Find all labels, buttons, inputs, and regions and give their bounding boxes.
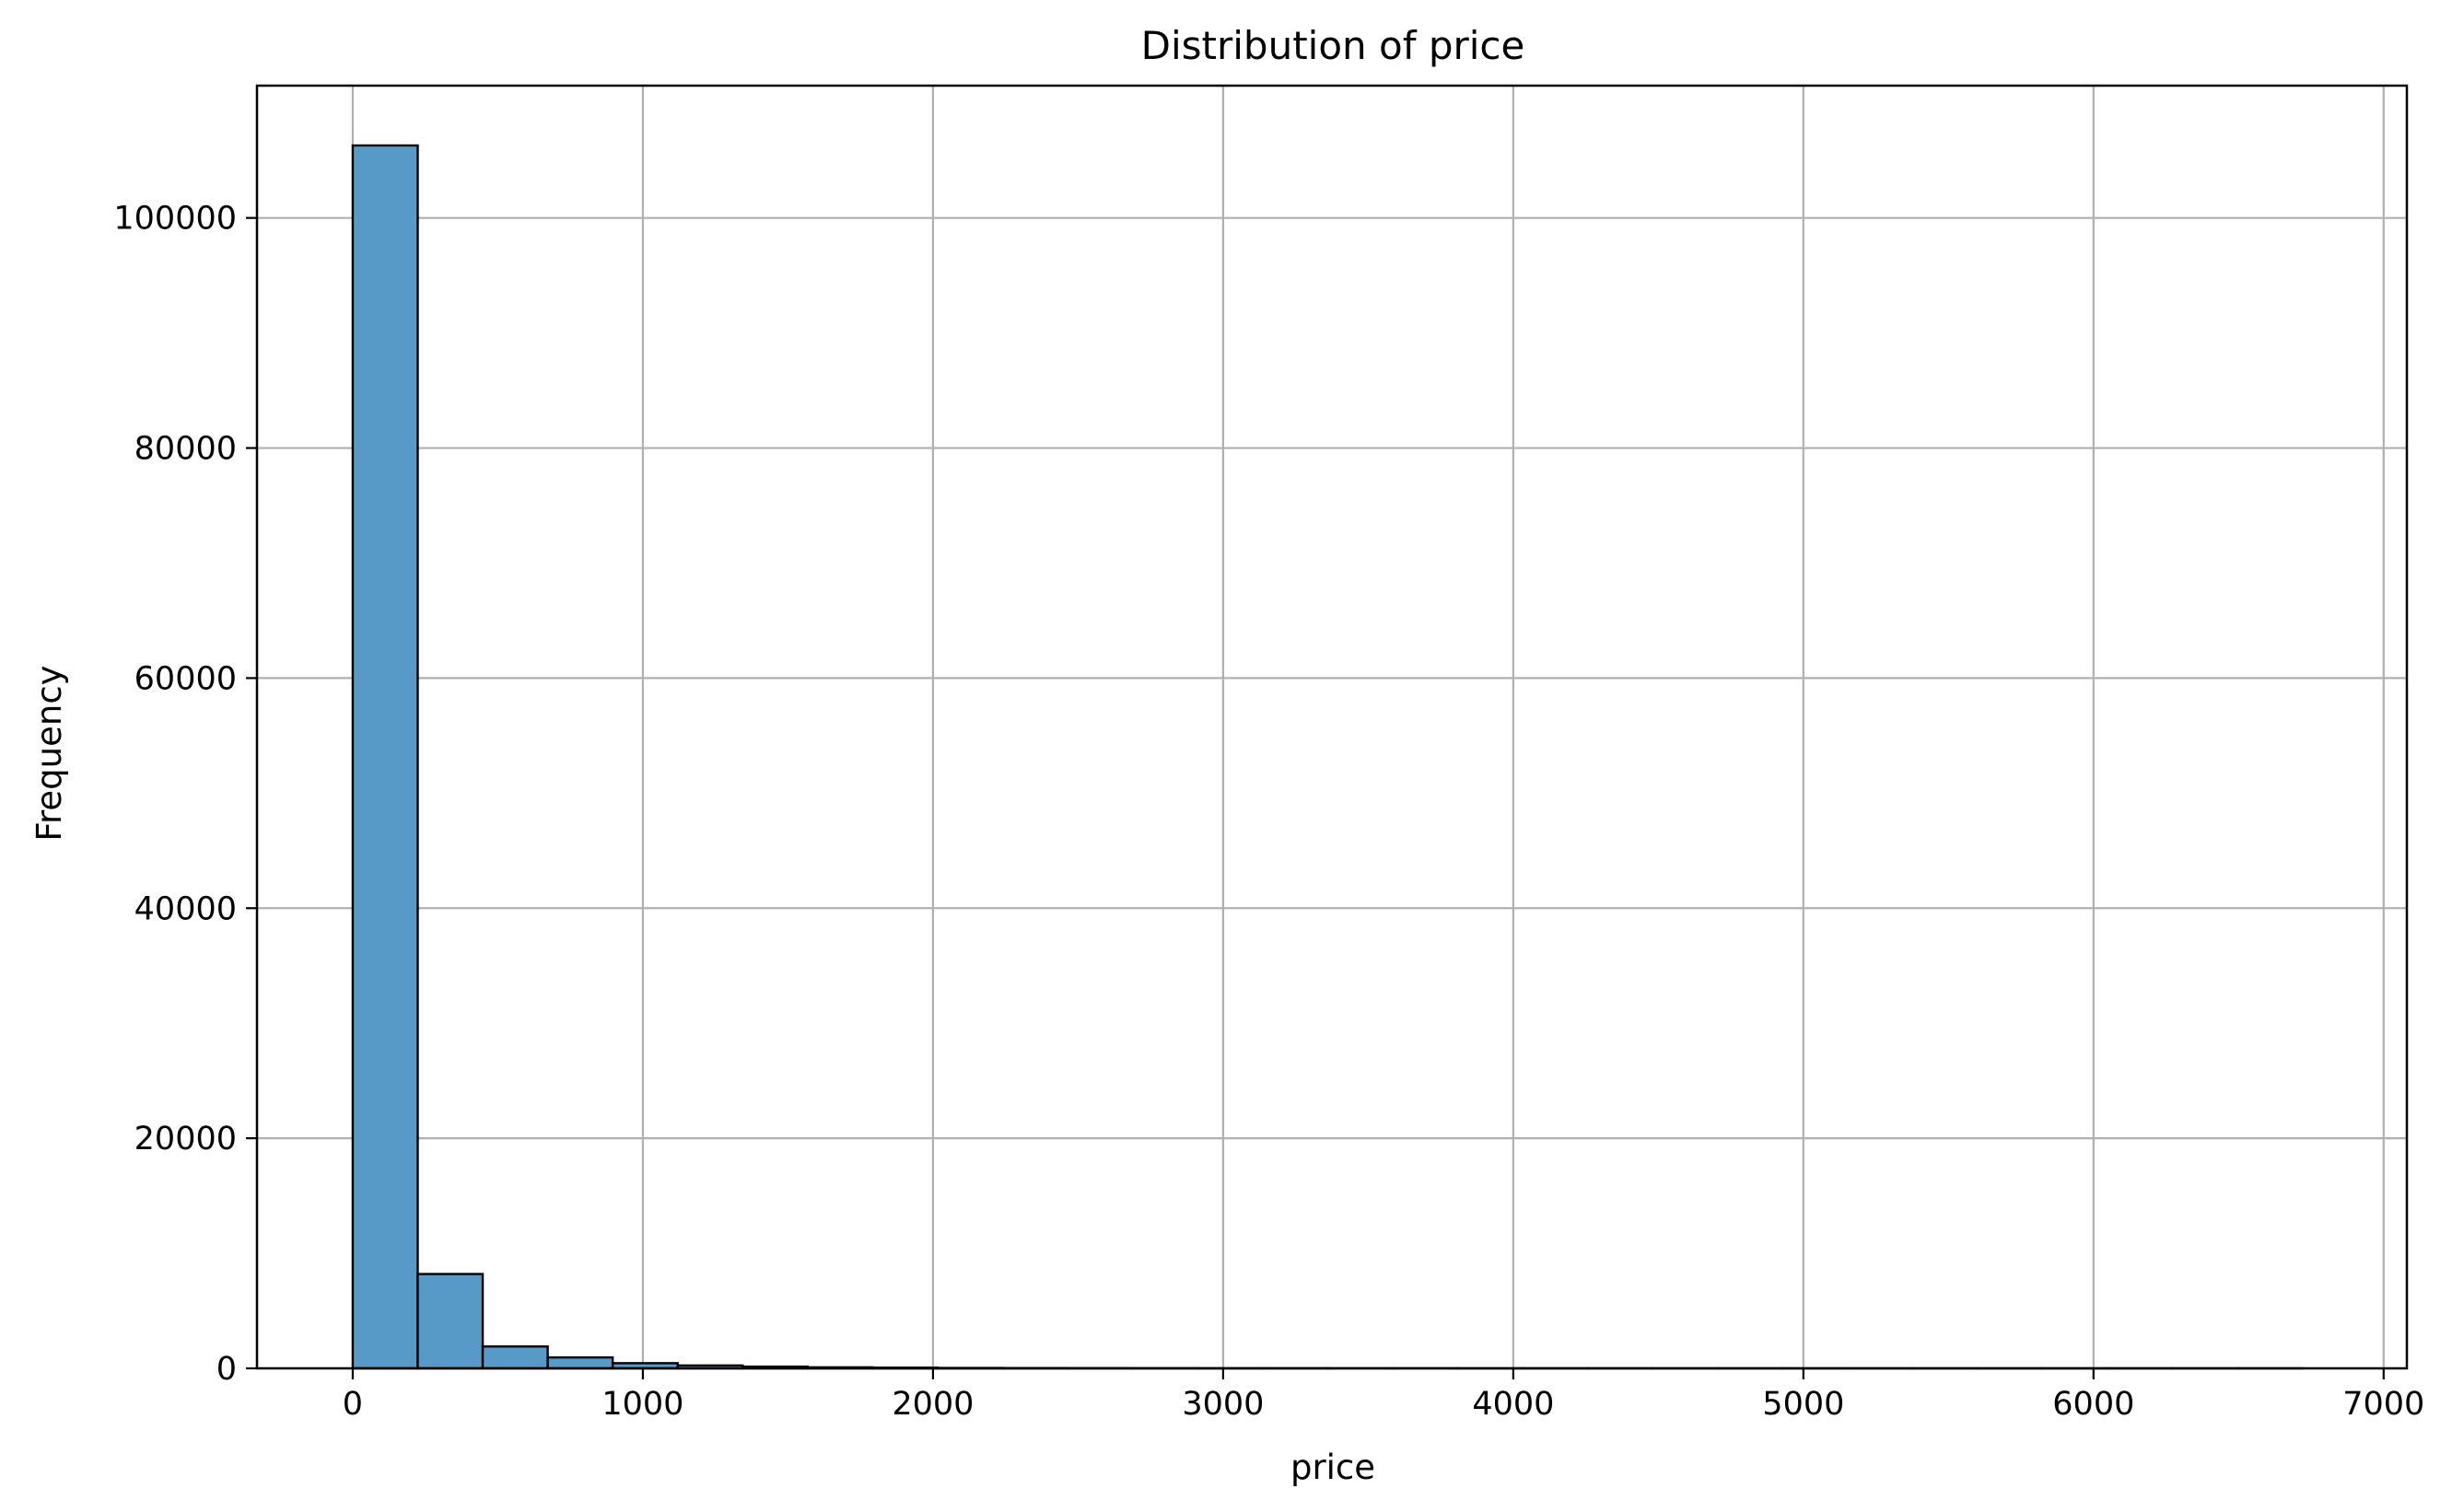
x-tick-label: 3000 [1182,1386,1264,1423]
x-tick-label: 5000 [1762,1386,1844,1423]
x-axis-label: price [1290,1448,1375,1487]
x-tick-label: 4000 [1472,1386,1554,1423]
y-tick-label: 100000 [113,201,237,238]
y-tick-label: 20000 [134,1121,237,1157]
x-tick-label: 0 [343,1386,363,1423]
histogram-bar [548,1357,613,1368]
y-axis-label: Frequency [29,665,69,841]
histogram-bar [353,145,418,1368]
histogram-bar [417,1274,483,1368]
y-tick-label: 60000 [134,660,237,697]
y-tick-label: 80000 [134,431,237,468]
y-tick-label: 0 [216,1351,237,1388]
y-tick-label: 40000 [134,890,237,927]
histogram-bar [483,1346,548,1368]
x-tick-label: 7000 [2342,1386,2424,1423]
x-tick-label: 1000 [601,1386,683,1423]
x-tick-label: 6000 [2052,1386,2134,1423]
chart-title: Distribution of price [1141,23,1525,68]
x-tick-label: 2000 [892,1386,974,1423]
